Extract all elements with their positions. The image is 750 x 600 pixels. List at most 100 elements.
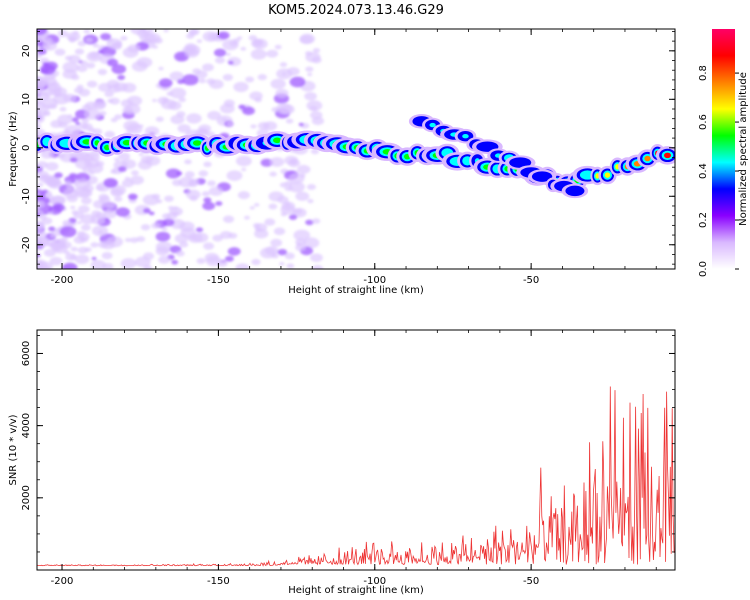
noise-blob [219,103,235,114]
noise-blob [50,120,63,129]
noise-blob [222,73,234,81]
noise-blob [155,246,170,256]
noise-blob [299,35,313,45]
noise-blob [284,185,293,192]
noise-blob [136,29,149,38]
noise-blob [120,99,134,108]
noise-blob [98,195,111,204]
noise-blob [274,44,282,50]
noise-blob [221,118,227,122]
noise-blob [100,46,117,57]
noise-blob [80,224,91,231]
noise-blob [311,218,321,224]
noise-blob [215,201,223,206]
noise-blob [284,252,295,260]
colorbar-tick-label: 0.2 [698,212,709,228]
noise-blob [202,201,216,211]
noise-blob [309,105,318,111]
noise-blob [289,76,306,88]
snr-panel: -200 -150 -100 -50 2000 4000 6000 Height of s… [8,329,676,596]
noise-blob [101,251,113,260]
noise-blob [161,213,171,220]
noise-blob [104,90,114,98]
noise-blob [311,265,324,269]
noise-blob [289,158,297,164]
noise-blob [153,37,163,44]
ridge-blob [664,152,671,159]
noise-blob [227,247,241,256]
spectrogram-y-label: Frequency (Hz) [8,111,19,187]
noise-blob [238,104,246,110]
spectrogram-x-axis: -200 -150 -100 -50 [51,29,657,286]
noise-blob [136,57,153,68]
noise-blob [311,116,325,126]
x-tick-label: -50 [523,275,539,286]
noise-blob [64,180,72,186]
noise-blob [296,164,311,174]
noise-blob [192,68,202,75]
noise-blob [253,203,260,207]
noise-blob [198,170,209,177]
ridge-blob [604,172,611,178]
noise-blob [285,118,294,124]
noise-blob [164,195,174,202]
noise-blob [279,62,288,68]
x-tick-label: -200 [51,576,74,587]
noise-blob [52,243,68,254]
noise-blob [94,100,107,108]
noise-blob [184,47,200,58]
noise-blob [84,108,101,120]
noise-blob [165,168,181,179]
noise-blob [99,110,107,116]
noise-blob [110,169,117,174]
noise-blob [138,124,144,128]
noise-blob [284,201,291,206]
noise-blob [57,30,69,38]
noise-blob [158,255,171,264]
noise-blob [269,157,285,167]
noise-blob [250,48,267,60]
noise-blob [235,263,250,269]
noise-blob [37,230,47,239]
noise-blob [37,108,47,119]
noise-blob [37,200,46,208]
noise-blob [203,242,215,250]
noise-blob [37,29,48,36]
noise-blob [310,148,320,155]
noise-blob [286,263,295,269]
ridge-blob [644,155,651,162]
noise-blob [310,253,323,262]
y-tick-label: 2000 [21,485,32,510]
noise-blob [117,74,126,81]
noise-blob [176,171,183,176]
noise-blob [144,126,160,136]
snr-series-line [37,386,675,567]
noise-blob [70,246,78,252]
noise-blob [305,219,314,226]
noise-blob [195,227,204,233]
colorbar-tick-label: 0.4 [698,163,709,179]
noise-blob [77,40,87,47]
noise-blob [245,76,255,83]
noise-blob [37,221,46,231]
noise-blob [92,43,99,48]
noise-blob [101,240,116,250]
snr-y-axis: 2000 4000 6000 [21,335,675,571]
ridge-blob [482,144,492,149]
chart-title: KOM5.2024.073.13.46.G29 [268,3,444,18]
noise-blob [42,104,51,111]
noise-blob [79,60,88,66]
noise-blob [124,237,132,243]
ridge-blob [464,158,471,164]
noise-blob [228,60,234,65]
noise-blob [263,121,278,131]
noise-blob [207,33,220,41]
noise-blob [235,155,252,167]
x-tick-label: -150 [207,576,230,587]
ridge-blob [273,137,282,144]
noise-blob [204,252,220,263]
noise-blob [166,91,174,97]
noise-blob [179,241,189,248]
noise-blob [103,178,118,188]
